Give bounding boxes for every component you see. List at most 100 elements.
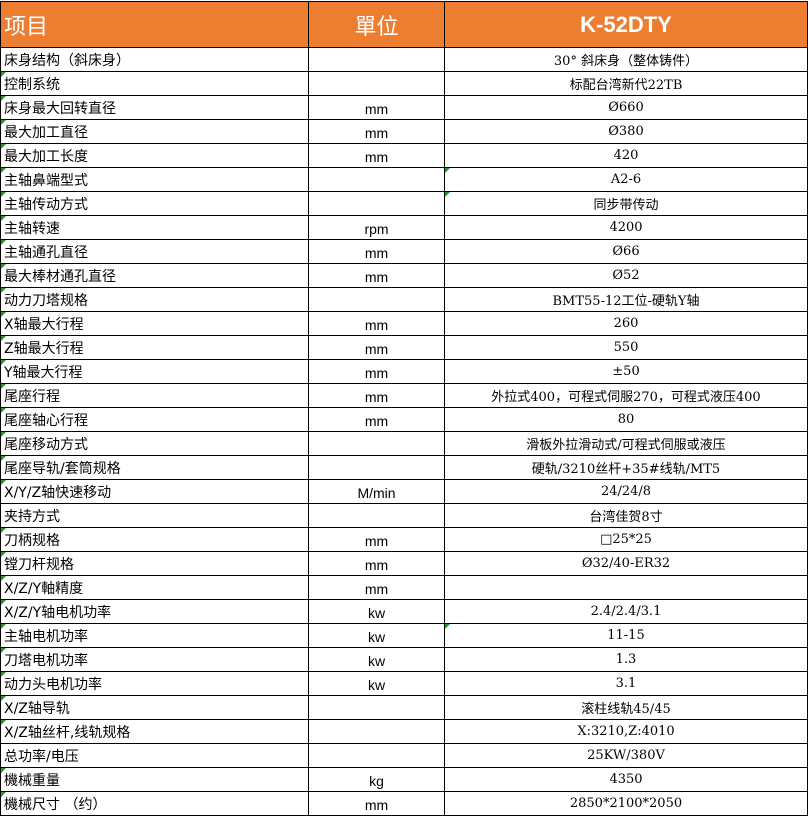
spec-item: 機械重量 bbox=[0, 767, 309, 792]
spec-value: Ø32/40-ER32 bbox=[444, 551, 808, 576]
table-row: 尾座移动方式 滑板外拉滑动式/可程式伺服或液压 bbox=[0, 431, 808, 456]
spec-unit: mm bbox=[308, 239, 445, 264]
spec-unit: M/min bbox=[308, 479, 445, 504]
table-row: 尾座轴心行程 mm 80 bbox=[0, 407, 808, 432]
table-row: Z轴最大行程 mm 550 bbox=[0, 335, 808, 360]
spec-item: X/Z轴导轨 bbox=[0, 695, 309, 720]
spec-value: 硬轨/3210丝杆+35#线轨/MT5 bbox=[444, 455, 808, 480]
spec-item: 刀塔电机功率 bbox=[0, 647, 309, 672]
table-row: 主轴通孔直径 mm Ø66 bbox=[0, 239, 808, 264]
table-row: 夹持方式 台湾佳贺8寸 bbox=[0, 503, 808, 528]
spec-unit bbox=[308, 287, 445, 312]
spec-value: BMT55-12工位-硬轨Y轴 bbox=[444, 287, 808, 312]
spec-unit bbox=[308, 719, 445, 744]
spec-item: X/Z/Y轴电机功率 bbox=[0, 599, 309, 624]
spec-unit: kw bbox=[308, 623, 445, 648]
table-row: 动力头电机功率 kw 3.1 bbox=[0, 671, 808, 696]
spec-item: 最大加工直径 bbox=[0, 119, 309, 144]
spec-unit bbox=[308, 47, 445, 72]
spec-item: 尾座行程 bbox=[0, 383, 309, 408]
header-unit: 單位 bbox=[308, 1, 445, 48]
table-row: 床身最大回转直径 mm Ø660 bbox=[0, 95, 808, 120]
spec-item: 床身结构（斜床身） bbox=[0, 47, 309, 72]
spec-unit: mm bbox=[308, 95, 445, 120]
spec-value: Ø660 bbox=[444, 95, 808, 120]
spec-unit bbox=[308, 695, 445, 720]
table-row: 控制系统 标配台湾新代22TB bbox=[0, 71, 808, 96]
spec-item: 总功率/电压 bbox=[0, 743, 309, 768]
spec-unit: rpm bbox=[308, 215, 445, 240]
spec-item: Z轴最大行程 bbox=[0, 335, 309, 360]
spec-item: 機械尺寸 （约） bbox=[0, 791, 309, 816]
table-row: 最大棒材通孔直径 mm Ø52 bbox=[0, 263, 808, 288]
spec-value: 4350 bbox=[444, 767, 808, 792]
spec-item: 尾座轴心行程 bbox=[0, 407, 309, 432]
table-row: 尾座行程 mm 外拉式400，可程式伺服270，可程式液压400 bbox=[0, 383, 808, 408]
spec-value: Ø52 bbox=[444, 263, 808, 288]
spec-unit: mm bbox=[308, 263, 445, 288]
table-row: 主轴鼻端型式 A2-6 bbox=[0, 167, 808, 192]
spec-item: 刀柄规格 bbox=[0, 527, 309, 552]
spec-item: 尾座导轨/套筒规格 bbox=[0, 455, 309, 480]
spec-value: Ø66 bbox=[444, 239, 808, 264]
spec-value: 1.3 bbox=[444, 647, 808, 672]
spec-unit bbox=[308, 191, 445, 216]
spec-item: 尾座移动方式 bbox=[0, 431, 309, 456]
spec-unit: kw bbox=[308, 599, 445, 624]
spec-value: 80 bbox=[444, 407, 808, 432]
spec-value: 滑板外拉滑动式/可程式伺服或液压 bbox=[444, 431, 808, 456]
spec-unit: mm bbox=[308, 791, 445, 816]
table-row: Y轴最大行程 mm ±50 bbox=[0, 359, 808, 384]
spec-item: 主轴传动方式 bbox=[0, 191, 309, 216]
spec-item: 最大棒材通孔直径 bbox=[0, 263, 309, 288]
spec-unit: kw bbox=[308, 671, 445, 696]
table-row: X/Z/Y轴电机功率 kw 2.4/2.4/3.1 bbox=[0, 599, 808, 624]
spec-value: 标配台湾新代22TB bbox=[444, 71, 808, 96]
spec-item: X/Z/Y軸精度 bbox=[0, 575, 309, 600]
spec-value: Ø380 bbox=[444, 119, 808, 144]
table-row: X/Y/Z轴快速移动 M/min 24/24/8 bbox=[0, 479, 808, 504]
spec-value: 外拉式400，可程式伺服270，可程式液压400 bbox=[444, 383, 808, 408]
spec-value: 3.1 bbox=[444, 671, 808, 696]
spec-item: X/Y/Z轴快速移动 bbox=[0, 479, 309, 504]
spec-value: 550 bbox=[444, 335, 808, 360]
spec-value: 11-15 bbox=[444, 623, 808, 648]
spec-unit: mm bbox=[308, 407, 445, 432]
table-row: 主轴电机功率 kw 11-15 bbox=[0, 623, 808, 648]
spec-value: 台湾佳贺8寸 bbox=[444, 503, 808, 528]
spec-unit bbox=[308, 71, 445, 96]
table-row: 機械尺寸 （约） mm 2850*2100*2050 bbox=[0, 791, 808, 816]
spec-item: X/Z轴丝杆,线轨规格 bbox=[0, 719, 309, 744]
spec-unit bbox=[308, 743, 445, 768]
spec-value: 4200 bbox=[444, 215, 808, 240]
table-row: 最大加工直径 mm Ø380 bbox=[0, 119, 808, 144]
spec-item: 主轴鼻端型式 bbox=[0, 167, 309, 192]
table-row: 动力刀塔规格 BMT55-12工位-硬轨Y轴 bbox=[0, 287, 808, 312]
table-row: 刀柄规格 mm □25*25 bbox=[0, 527, 808, 552]
spec-value bbox=[444, 575, 808, 600]
spec-item: 动力头电机功率 bbox=[0, 671, 309, 696]
spec-unit: mm bbox=[308, 311, 445, 336]
spec-item: 动力刀塔规格 bbox=[0, 287, 309, 312]
spec-value: 30° 斜床身（整体铸件） bbox=[444, 47, 808, 72]
spec-item: 镗刀杆规格 bbox=[0, 551, 309, 576]
spec-item: 最大加工长度 bbox=[0, 143, 309, 168]
spec-value: 2.4/2.4/3.1 bbox=[444, 599, 808, 624]
spec-unit: mm bbox=[308, 575, 445, 600]
spec-item: 夹持方式 bbox=[0, 503, 309, 528]
header-item: 项目 bbox=[0, 1, 309, 48]
spec-value: 2850*2100*2050 bbox=[444, 791, 808, 816]
table-row: 镗刀杆规格 mm Ø32/40-ER32 bbox=[0, 551, 808, 576]
spec-unit: mm bbox=[308, 359, 445, 384]
table-row: 刀塔电机功率 kw 1.3 bbox=[0, 647, 808, 672]
spec-value: □25*25 bbox=[444, 527, 808, 552]
spec-item: 主轴电机功率 bbox=[0, 623, 309, 648]
spec-unit bbox=[308, 503, 445, 528]
spec-unit bbox=[308, 455, 445, 480]
spec-item: 控制系统 bbox=[0, 71, 309, 96]
table-row: X/Z轴丝杆,线轨规格 X:3210,Z:4010 bbox=[0, 719, 808, 744]
spec-value: 420 bbox=[444, 143, 808, 168]
spec-unit: mm bbox=[308, 119, 445, 144]
spec-unit: mm bbox=[308, 383, 445, 408]
